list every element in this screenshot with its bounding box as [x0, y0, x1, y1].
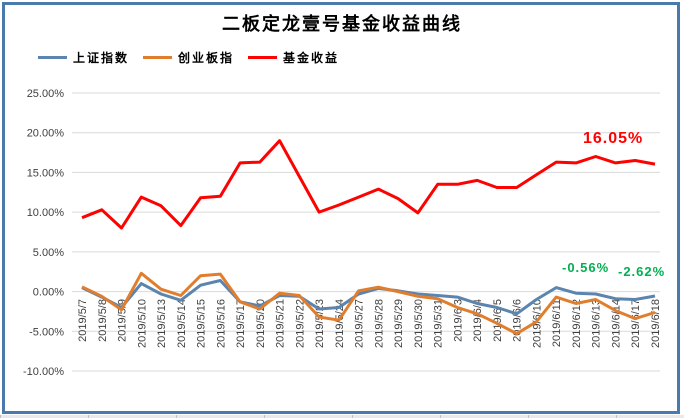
- x-axis-tick-label: 2019/5/28: [373, 299, 385, 348]
- x-axis-tick-label: 2019/6/18: [650, 299, 662, 348]
- legend-label: 上证指数: [73, 51, 130, 65]
- x-axis-tick-label: 2019/5/29: [393, 299, 405, 348]
- x-axis-tick-label: 2019/5/10: [136, 299, 148, 348]
- x-axis-tick-label: 2019/5/30: [413, 299, 425, 348]
- y-axis-tick-label: -10.00%: [23, 366, 64, 378]
- legend-item-chinext-index[interactable]: 创业板指: [143, 49, 234, 66]
- y-axis-tick-label: 5.00%: [33, 247, 64, 259]
- excel-gridline-strip: [0, 415, 684, 418]
- legend-item-shanghai-index[interactable]: 上证指数: [38, 49, 129, 66]
- annotation-shanghai-final: -0.56%: [562, 260, 610, 275]
- legend-label: 创业板指: [178, 51, 235, 65]
- x-axis-tick-label: 2019/5/20: [255, 299, 267, 348]
- y-axis-tick-label: 25.00%: [27, 88, 65, 100]
- x-axis-tick-label: 2019/6/6: [512, 299, 524, 342]
- y-axis-tick-label: 20.00%: [27, 128, 65, 140]
- annotation-chinext-final: -2.62%: [618, 264, 666, 279]
- y-axis-tick-label: -5.00%: [29, 326, 64, 338]
- x-axis-tick-label: 2019/5/8: [97, 299, 109, 342]
- x-axis-tick-label: 2019/5/23: [314, 299, 326, 348]
- x-axis-tick-label: 2019/6/14: [610, 299, 622, 348]
- y-axis-tick-label: 15.00%: [27, 167, 65, 179]
- legend-item-fund-return[interactable]: 基金收益: [248, 49, 339, 66]
- x-axis-tick-label: 2019/5/21: [275, 299, 287, 348]
- x-axis-tick-label: 2019/5/22: [294, 299, 306, 348]
- x-axis-tick-label: 2019/5/24: [334, 299, 346, 348]
- x-axis-tick-label: 2019/6/4: [472, 299, 484, 342]
- x-axis-tick-label: 2019/5/15: [196, 299, 208, 348]
- x-axis-tick-label: 2019/5/13: [156, 299, 168, 348]
- legend-line-swatch-blue: [38, 56, 67, 59]
- annotation-fund-return-final: 16.05%: [583, 130, 644, 147]
- x-axis-tick-label: 2019/5/27: [354, 299, 366, 348]
- x-axis-tick-label: 2019/6/11: [551, 299, 563, 347]
- legend-line-swatch-orange: [143, 56, 173, 59]
- x-axis-tick-label: 2019/6/17: [630, 299, 642, 348]
- series-line-0[interactable]: [81, 279, 656, 316]
- x-axis-tick-label: 2019/5/7: [77, 299, 89, 342]
- chart-legend: 上证指数 创业板指 基金收益: [38, 49, 339, 66]
- x-axis-tick-label: 2019/5/14: [176, 299, 188, 348]
- x-axis-tick-label: 2019/6/13: [591, 299, 603, 348]
- chart-title: 二板定龙壹号基金收益曲线: [222, 14, 462, 34]
- y-axis-tick-label: 10.00%: [27, 207, 65, 219]
- x-axis-tick-label: 2019/5/31: [433, 299, 445, 348]
- legend-line-swatch-red: [248, 56, 278, 59]
- x-axis-tick-label: 2019/5/16: [215, 299, 227, 348]
- x-axis-tick-label: 2019/5/17: [235, 299, 247, 348]
- series-line-1[interactable]: [81, 271, 656, 336]
- series-line-2[interactable]: [81, 139, 656, 230]
- x-axis-tick-label: 2019/6/10: [531, 299, 543, 348]
- x-axis-tick-label: 2019/6/12: [571, 299, 583, 348]
- legend-label: 基金收益: [283, 51, 340, 65]
- y-axis-tick-label: 0.00%: [33, 287, 64, 299]
